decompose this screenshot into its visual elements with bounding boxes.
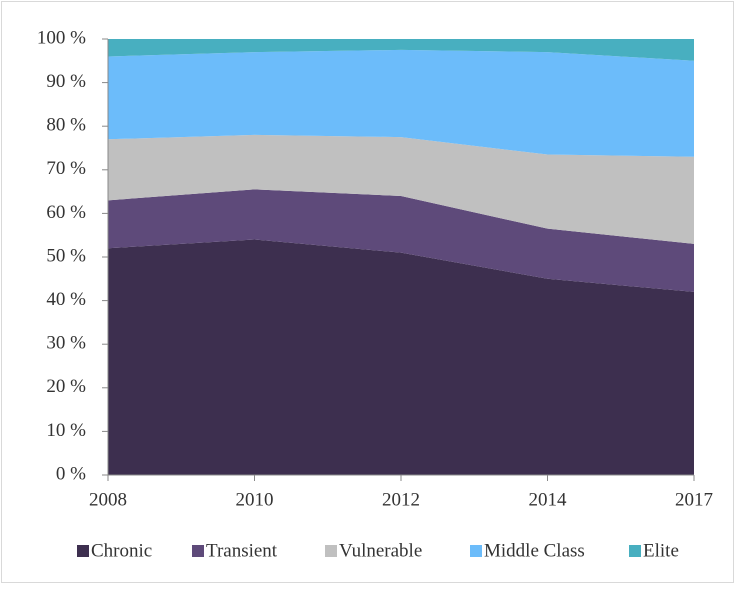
y-tick-label: 0 % <box>56 463 86 484</box>
x-tick-label: 2008 <box>89 489 127 510</box>
y-tick-label: 100 % <box>37 27 86 48</box>
y-tick-label: 90 % <box>46 71 86 92</box>
legend-swatch <box>192 545 204 557</box>
x-tick-label: 2017 <box>675 489 713 510</box>
legend-label: Transient <box>206 540 278 561</box>
y-tick-label: 30 % <box>46 333 86 354</box>
x-tick-label: 2010 <box>236 489 274 510</box>
area <box>108 39 694 61</box>
legend-label: Chronic <box>91 540 152 561</box>
legend-swatch <box>325 545 337 557</box>
x-tick-label: 2014 <box>529 489 568 510</box>
y-tick-label: 80 % <box>46 115 86 136</box>
y-tick-label: 70 % <box>46 158 86 179</box>
y-tick-label: 60 % <box>46 202 86 223</box>
y-tick-label: 20 % <box>46 376 86 397</box>
legend-label: Elite <box>643 540 679 561</box>
y-tick-label: 40 % <box>46 289 86 310</box>
area <box>108 239 694 475</box>
legend-swatch <box>77 545 89 557</box>
area <box>108 189 694 292</box>
y-tick-label: 10 % <box>46 420 86 441</box>
legend-label: Vulnerable <box>339 540 422 561</box>
y-tick-label: 50 % <box>46 245 86 266</box>
x-tick-label: 2012 <box>382 489 420 510</box>
area <box>108 134 694 244</box>
area <box>108 49 694 157</box>
legend-label: Middle Class <box>484 540 585 561</box>
legend-swatch <box>629 545 641 557</box>
legend-swatch <box>470 545 482 557</box>
